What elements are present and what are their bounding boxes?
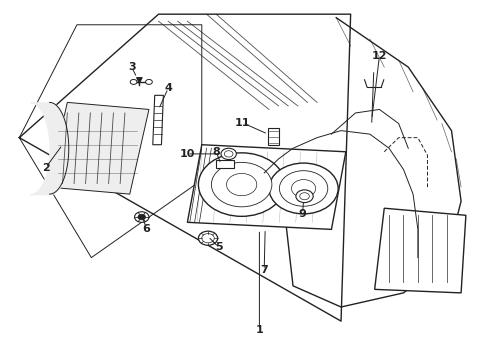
Circle shape — [226, 174, 257, 196]
Circle shape — [300, 193, 309, 200]
Circle shape — [221, 148, 236, 159]
Circle shape — [292, 180, 316, 197]
Bar — [216, 160, 234, 168]
Text: 12: 12 — [372, 51, 387, 61]
Circle shape — [198, 231, 218, 245]
Circle shape — [296, 190, 313, 203]
Bar — [268, 129, 279, 145]
Circle shape — [135, 212, 149, 222]
Circle shape — [202, 234, 214, 243]
Text: 8: 8 — [212, 147, 220, 157]
Circle shape — [269, 163, 338, 214]
Circle shape — [130, 80, 137, 84]
Circle shape — [224, 151, 233, 157]
Circle shape — [198, 153, 285, 216]
Text: 2: 2 — [42, 163, 49, 173]
Text: 7: 7 — [260, 265, 268, 275]
Text: 1: 1 — [255, 325, 263, 335]
Text: 10: 10 — [180, 149, 195, 159]
Text: 4: 4 — [164, 83, 172, 93]
Text: 3: 3 — [128, 62, 136, 72]
Polygon shape — [153, 95, 163, 145]
Polygon shape — [375, 208, 466, 293]
Text: 9: 9 — [299, 208, 307, 219]
Polygon shape — [187, 145, 346, 229]
Circle shape — [138, 214, 146, 220]
Circle shape — [279, 171, 328, 206]
Circle shape — [146, 80, 152, 84]
Circle shape — [211, 162, 272, 207]
Text: 6: 6 — [143, 224, 150, 234]
Text: 11: 11 — [235, 118, 250, 128]
Polygon shape — [48, 102, 149, 194]
Text: 5: 5 — [215, 242, 222, 252]
